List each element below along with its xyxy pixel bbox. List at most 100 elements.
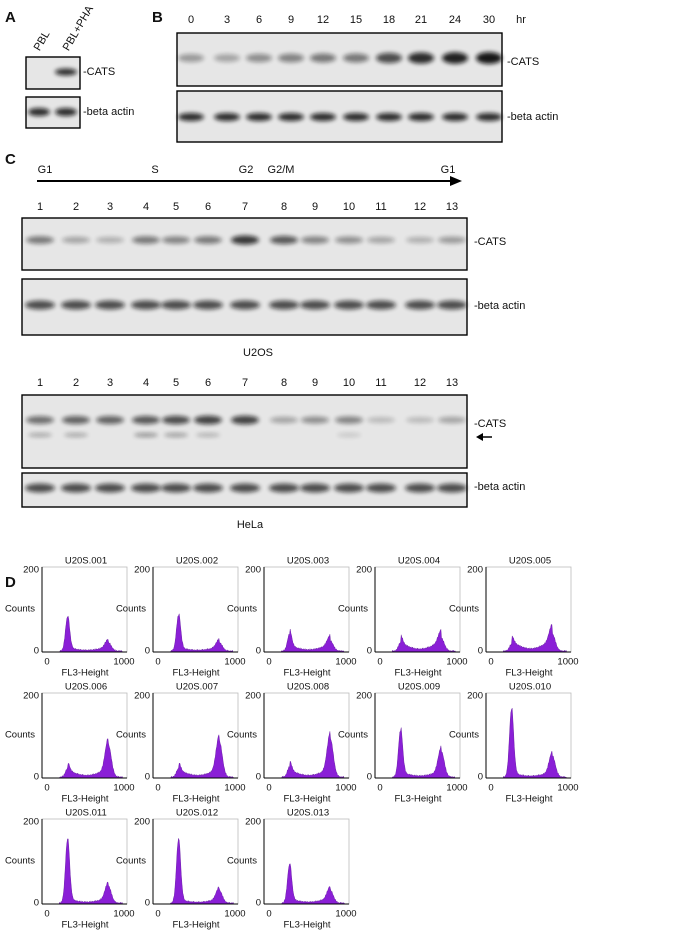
band bbox=[437, 300, 467, 310]
y-axis-label: Counts bbox=[116, 604, 146, 615]
x-tick-label: 0 bbox=[266, 657, 271, 668]
arrow-head bbox=[476, 433, 483, 441]
y-tick-label: 200 bbox=[23, 817, 39, 828]
plot-title: U20S.009 bbox=[398, 682, 440, 693]
band bbox=[96, 236, 124, 244]
plot-frame bbox=[263, 566, 350, 653]
band bbox=[193, 483, 223, 493]
band bbox=[194, 236, 222, 244]
x-tick-label: 0 bbox=[377, 783, 382, 794]
plot-title: U20S.004 bbox=[398, 556, 440, 567]
y-axis-label: Counts bbox=[227, 856, 257, 867]
y-tick-label: 200 bbox=[23, 691, 39, 702]
band bbox=[96, 416, 124, 424]
plot-title: U20S.008 bbox=[287, 682, 329, 693]
x-tick-label: 1000 bbox=[335, 783, 356, 794]
x-tick-label: 0 bbox=[155, 909, 160, 920]
band-label: -CATS bbox=[83, 66, 115, 78]
band bbox=[28, 108, 50, 116]
x-tick-label: 0 bbox=[44, 657, 49, 668]
band bbox=[55, 68, 77, 76]
band bbox=[193, 300, 223, 310]
x-tick-label: 1000 bbox=[224, 783, 245, 794]
lane-number: 10 bbox=[343, 201, 355, 213]
band bbox=[367, 417, 395, 423]
band bbox=[161, 300, 191, 310]
plot-frame bbox=[374, 566, 461, 653]
y-tick-label: 0 bbox=[478, 646, 483, 657]
arrow-head bbox=[450, 176, 462, 186]
band bbox=[231, 415, 259, 425]
band bbox=[162, 236, 190, 244]
plot-frame bbox=[152, 692, 239, 779]
plot-frame bbox=[41, 818, 128, 905]
x-axis-label: FL3-Height bbox=[62, 668, 109, 679]
band bbox=[366, 483, 396, 493]
lane-number: 11 bbox=[375, 201, 386, 213]
band bbox=[64, 433, 88, 437]
x-axis-label: FL3-Height bbox=[284, 668, 331, 679]
plot-title: U20S.001 bbox=[65, 556, 107, 567]
band bbox=[300, 300, 330, 310]
lane-number: 13 bbox=[446, 377, 458, 389]
band bbox=[438, 416, 466, 424]
band bbox=[132, 236, 160, 244]
plot-frame bbox=[263, 818, 350, 905]
lane-number: 18 bbox=[383, 14, 395, 26]
y-axis-label: Counts bbox=[449, 730, 479, 741]
y-tick-label: 200 bbox=[134, 691, 150, 702]
band bbox=[300, 483, 330, 493]
x-tick-label: 1000 bbox=[335, 909, 356, 920]
x-tick-label: 0 bbox=[266, 909, 271, 920]
y-tick-label: 200 bbox=[245, 691, 261, 702]
y-tick-label: 0 bbox=[145, 646, 150, 657]
x-tick-label: 1000 bbox=[446, 657, 467, 668]
band bbox=[95, 300, 125, 310]
band bbox=[335, 416, 363, 424]
panel-label: A bbox=[5, 9, 16, 26]
x-tick-label: 1000 bbox=[335, 657, 356, 668]
plot-title: U20S.003 bbox=[287, 556, 329, 567]
plot-title: U20S.002 bbox=[176, 556, 218, 567]
x-tick-label: 1000 bbox=[224, 909, 245, 920]
lane-number: 13 bbox=[446, 201, 458, 213]
lane-number: 7 bbox=[242, 201, 248, 213]
band-label: -CATS bbox=[507, 56, 539, 68]
band bbox=[61, 483, 91, 493]
band bbox=[376, 52, 402, 64]
x-tick-label: 1000 bbox=[557, 783, 578, 794]
band bbox=[476, 52, 502, 64]
band bbox=[214, 54, 240, 62]
band bbox=[270, 416, 298, 424]
y-tick-label: 200 bbox=[134, 817, 150, 828]
x-tick-label: 0 bbox=[377, 657, 382, 668]
x-tick-label: 1000 bbox=[113, 909, 134, 920]
plot-title: U20S.011 bbox=[65, 808, 107, 819]
band bbox=[310, 53, 336, 63]
lane-number: 8 bbox=[281, 201, 287, 213]
lane-number: 1 bbox=[37, 377, 43, 389]
lane-number: 9 bbox=[312, 377, 318, 389]
phase-label: G1 bbox=[441, 164, 456, 176]
band bbox=[178, 113, 204, 121]
x-tick-label: 0 bbox=[155, 657, 160, 668]
y-tick-label: 0 bbox=[256, 898, 261, 909]
lane-number: 21 bbox=[415, 14, 427, 26]
y-axis-label: Counts bbox=[338, 604, 368, 615]
plot-frame bbox=[152, 818, 239, 905]
lane-number: 11 bbox=[375, 377, 386, 389]
x-axis-label: FL3-Height bbox=[173, 920, 220, 931]
x-axis-label: FL3-Height bbox=[62, 794, 109, 805]
band bbox=[161, 483, 191, 493]
band bbox=[196, 433, 220, 437]
band bbox=[278, 113, 304, 121]
x-tick-label: 0 bbox=[488, 657, 493, 668]
band-label: -beta actin bbox=[83, 106, 134, 118]
band bbox=[269, 483, 299, 493]
band bbox=[376, 113, 402, 121]
x-axis-label: FL3-Height bbox=[395, 794, 442, 805]
lane-label: PBL+PHA bbox=[61, 3, 97, 53]
lane-number: 5 bbox=[173, 377, 179, 389]
band bbox=[162, 415, 190, 425]
lane-number: 8 bbox=[281, 377, 287, 389]
